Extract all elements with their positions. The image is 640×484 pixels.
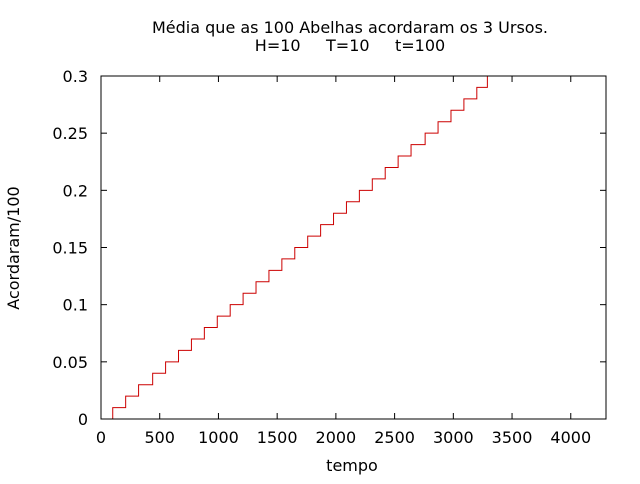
x-axis-label: tempo [326, 456, 378, 475]
plot-area-border [100, 75, 607, 420]
x-tick-label: 2000 [316, 428, 357, 447]
y-tick-label: 0.2 [63, 181, 88, 200]
x-tick-label: 3000 [433, 428, 474, 447]
x-tick-label: 1000 [198, 428, 239, 447]
x-tick-label: 1500 [257, 428, 298, 447]
x-tick-label: 0 [96, 428, 106, 447]
chart-title-line-1: Média que as 100 Abelhas acordaram os 3 … [152, 18, 548, 37]
y-tick-label: 0.3 [63, 67, 88, 86]
y-tick-label: 0 [78, 410, 88, 429]
chart-title-line-2: H=10 T=10 t=100 [255, 36, 445, 55]
series-layer [112, 75, 489, 419]
x-tick-label: 3500 [492, 428, 533, 447]
x-axis-ticks: 0 500 1000 1500 2000 2500 3000 3500 4000 [96, 76, 591, 447]
y-tick-label: 0.25 [52, 124, 88, 143]
y-axis-label: Acordaram/100 [4, 186, 23, 309]
y-tick-label: 0.1 [63, 296, 88, 315]
x-tick-label: 2500 [374, 428, 415, 447]
x-tick-label: 500 [144, 428, 175, 447]
x-tick-label: 4000 [550, 428, 591, 447]
series-line-0 [112, 75, 489, 419]
y-tick-label: 0.05 [52, 353, 88, 372]
y-tick-label: 0.15 [52, 239, 88, 258]
y-axis-ticks: 0 0.05 0.1 0.15 0.2 0.25 0.3 [52, 67, 606, 429]
